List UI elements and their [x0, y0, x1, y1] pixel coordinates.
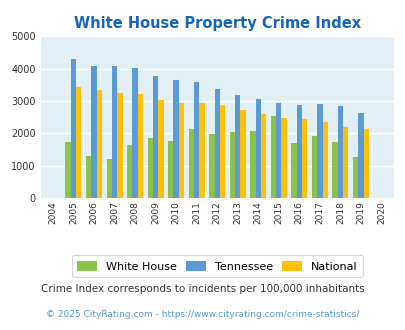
Title: White House Property Crime Index: White House Property Crime Index — [73, 16, 360, 31]
Bar — [168, 141, 173, 198]
Bar — [127, 145, 132, 198]
Bar — [214, 89, 220, 198]
Bar — [260, 114, 266, 198]
Bar — [194, 82, 199, 198]
Bar — [96, 90, 102, 198]
Bar — [91, 66, 96, 198]
Bar — [178, 103, 184, 198]
Bar — [322, 122, 327, 198]
Bar — [352, 157, 357, 198]
Bar — [153, 77, 158, 198]
Bar — [112, 66, 117, 198]
Bar — [281, 118, 286, 198]
Bar — [311, 136, 316, 198]
Bar — [199, 103, 204, 198]
Bar — [147, 138, 153, 198]
Bar — [301, 119, 307, 198]
Bar — [342, 127, 347, 198]
Bar — [249, 131, 255, 198]
Bar — [137, 94, 143, 198]
Bar — [158, 100, 163, 198]
Text: © 2025 CityRating.com - https://www.cityrating.com/crime-statistics/: © 2025 CityRating.com - https://www.city… — [46, 311, 359, 319]
Bar — [117, 93, 122, 198]
Bar — [291, 143, 296, 198]
Bar — [255, 99, 260, 198]
Bar — [188, 129, 194, 198]
Bar — [86, 156, 91, 198]
Bar — [240, 110, 245, 198]
Bar — [106, 159, 112, 198]
Text: Crime Index corresponds to incidents per 100,000 inhabitants: Crime Index corresponds to incidents per… — [41, 284, 364, 294]
Bar — [332, 142, 337, 198]
Bar — [316, 104, 322, 198]
Bar — [220, 105, 225, 198]
Bar — [173, 80, 178, 198]
Bar — [76, 87, 81, 198]
Bar — [363, 129, 368, 198]
Bar — [296, 105, 301, 198]
Bar — [65, 142, 70, 198]
Bar — [209, 134, 214, 198]
Bar — [234, 95, 240, 198]
Legend: White House, Tennessee, National: White House, Tennessee, National — [71, 255, 362, 277]
Bar — [357, 113, 363, 198]
Bar — [229, 132, 234, 198]
Bar — [70, 59, 76, 198]
Bar — [270, 115, 275, 198]
Bar — [337, 106, 342, 198]
Bar — [275, 103, 281, 198]
Bar — [132, 68, 137, 198]
